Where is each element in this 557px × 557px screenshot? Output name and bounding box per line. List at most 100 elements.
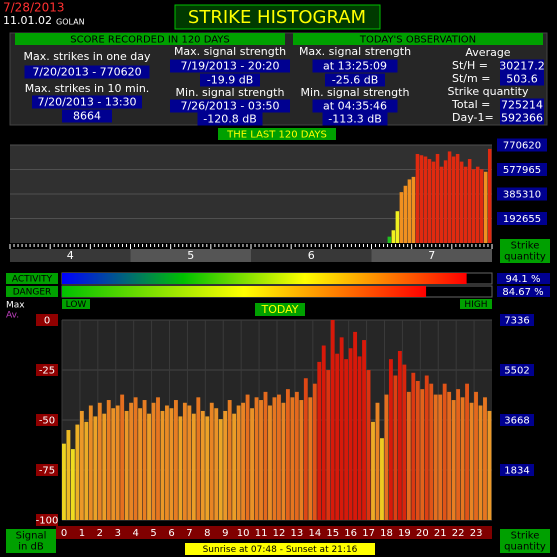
value: 7/26/2013 - 03:50 [180,100,279,113]
bar [218,419,223,520]
bar [312,383,317,520]
label: Min. signal strength [301,86,410,99]
gauge-value-box [497,273,550,284]
x-tick-label: 22 [452,528,465,539]
bar [353,331,358,520]
bar [407,179,412,243]
label: St/H = [452,59,488,72]
value-box [325,73,385,87]
x-tick-label: 14 [308,528,321,539]
bar [97,402,102,520]
bar [187,405,192,520]
bar [357,356,362,520]
bar [433,394,438,520]
value-box [500,111,544,125]
section-title: SCORE RECORDED IN 120 DAYS [70,35,230,46]
bar [447,151,452,243]
bar [160,410,165,520]
label: Strike quantity [448,85,529,98]
bar [93,416,98,520]
bar [451,400,456,520]
bar [115,405,120,520]
bar [102,413,107,520]
value: at 04:35:46 [323,100,387,113]
bar [268,405,272,520]
value-box [24,65,150,79]
x-tick-label: 7 [186,528,192,539]
bar [281,402,286,520]
bar [272,397,277,520]
bar [299,400,304,520]
section-title: TODAY [260,303,298,316]
x-tick-label: 0 [61,528,67,539]
bar [431,161,436,243]
label: Max. signal strength [299,45,411,58]
x-tick-label: 23 [470,528,483,539]
bar [423,156,428,243]
label: Average [465,46,510,59]
tick-box [36,464,58,476]
value-box [312,59,398,73]
label: St/m = [452,72,490,85]
bar [375,402,380,520]
x-tick-label: 12 [273,528,286,539]
time: 11.01.02 [3,14,52,27]
label: Total = [451,98,490,111]
bar [420,389,425,520]
bar [362,340,366,520]
bar [111,408,116,520]
label: Strike [511,531,540,542]
value: 592366 [501,112,543,125]
bar [124,410,129,520]
value: -25.6 dB [332,74,379,87]
bar [62,443,66,520]
y2-tick-label: 7336 [504,316,529,327]
bar [438,394,443,520]
bar [200,410,205,520]
tick-box [497,163,547,176]
bar [460,397,465,520]
value: -19.9 dB [207,74,254,87]
section-title: THE LAST 120 DAYS [226,130,327,141]
bar [263,391,268,520]
location: GOLAN [56,18,85,27]
bar [388,359,393,520]
value: -120.8 dB [203,113,257,126]
gauge-value-box [497,286,550,297]
bar [384,394,389,520]
x-tick-label: 3 [115,528,121,539]
value-box [322,112,388,126]
low-box [62,299,90,309]
label: Strike [511,241,540,252]
bar [465,383,470,520]
bar [339,337,344,520]
bar [182,402,187,520]
bar [133,397,138,520]
label: Max. signal strength [174,45,286,58]
bar [411,372,416,520]
bar [250,408,255,520]
y-tick-label: 770620 [503,141,541,152]
bar [455,153,460,243]
bar [138,408,143,520]
bar [402,364,407,520]
value-box [500,98,544,112]
y2-tick-label: 1834 [504,466,529,477]
value: 30217.2 [499,60,545,73]
label: Max. strikes in one day [23,50,151,63]
bar [406,391,411,520]
section-header [255,303,305,316]
bar [88,405,93,520]
tick-box [36,514,58,526]
high-box [460,299,492,309]
x-tick-label: 5 [187,249,194,262]
x-tick-label: 6 [168,528,174,539]
bar [129,402,134,520]
month-band [371,249,492,262]
sun-info: Sunrise at 07:48 - Sunset at 21:16 [203,545,358,555]
x-tick-label: 20 [416,528,429,539]
x-tick-label: 4 [67,249,74,262]
x-tick-label: 15 [326,528,339,539]
bar [173,400,178,520]
bar [415,380,420,520]
